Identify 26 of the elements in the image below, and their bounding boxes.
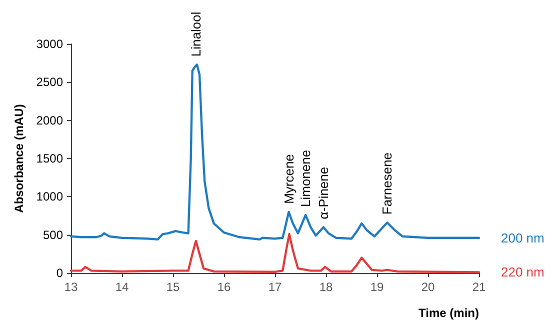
annotation: Limonene xyxy=(298,150,314,207)
x-tick-label: 18 xyxy=(319,280,333,294)
x-tick-label: 14 xyxy=(115,280,129,294)
series-label: 200 nm xyxy=(501,230,544,246)
x-tick-label: 15 xyxy=(166,280,180,294)
annotation: Myrcene xyxy=(281,154,296,204)
x-tick-label: 19 xyxy=(370,280,384,294)
x-tick-label: 17 xyxy=(268,280,282,294)
y-tick-label: 0 xyxy=(56,266,64,280)
y-tick-label: 1500 xyxy=(36,152,64,166)
y-axis-title: Absorbance (mAU) xyxy=(12,104,26,213)
x-tick-label: 20 xyxy=(421,280,435,294)
x-tick-label: 16 xyxy=(217,280,231,294)
y-tick-label: 3000 xyxy=(36,37,64,51)
x-tick-label: 21 xyxy=(472,280,486,294)
annotation: Linalool xyxy=(188,12,204,57)
line-series xyxy=(70,64,480,241)
x-axis-title: Time (min) xyxy=(418,306,479,320)
y-tick-label: 2500 xyxy=(36,75,64,90)
y-tick-label: 2000 xyxy=(36,113,64,128)
annotation: α-Pinene xyxy=(316,166,331,220)
x-tick-label: 13 xyxy=(64,280,78,294)
y-tick-label: 1000 xyxy=(36,190,64,204)
y-tick-label: 500 xyxy=(42,228,64,242)
annotation: Farnesene xyxy=(380,152,395,215)
series-label: 220 nm xyxy=(501,264,544,280)
